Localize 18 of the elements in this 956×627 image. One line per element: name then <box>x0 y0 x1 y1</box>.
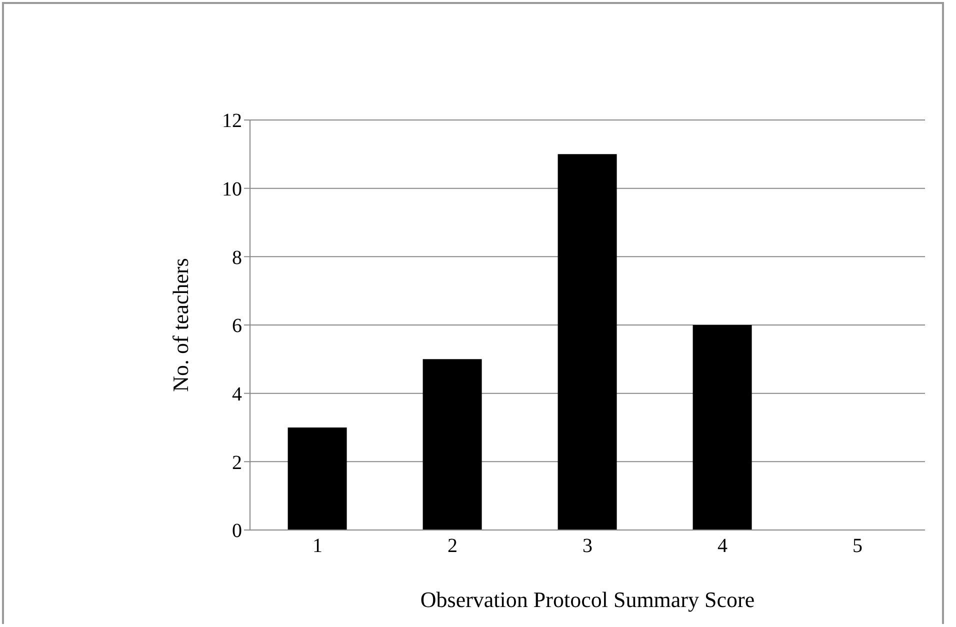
y-tick-label: 0 <box>232 520 242 542</box>
x-tick-label: 4 <box>718 535 728 558</box>
x-tick-label: 2 <box>448 535 458 558</box>
y-tick-label: 6 <box>232 315 242 338</box>
y-tick-label: 8 <box>232 246 242 269</box>
x-tick-label: 1 <box>312 535 322 558</box>
y-tick-label: 10 <box>222 178 242 200</box>
y-tick-label: 2 <box>232 452 242 474</box>
y-tick-label: 12 <box>222 110 242 132</box>
bar <box>288 428 347 530</box>
bar <box>558 154 617 530</box>
y-axis-title: No. of teachers <box>168 258 193 392</box>
x-tick-label: 3 <box>582 535 592 558</box>
y-tick-label: 4 <box>232 383 242 406</box>
bar <box>422 359 482 530</box>
x-axis-title: Observation Protocol Summary Score <box>420 587 755 612</box>
x-tick-label: 5 <box>852 535 862 558</box>
bar <box>692 325 752 530</box>
